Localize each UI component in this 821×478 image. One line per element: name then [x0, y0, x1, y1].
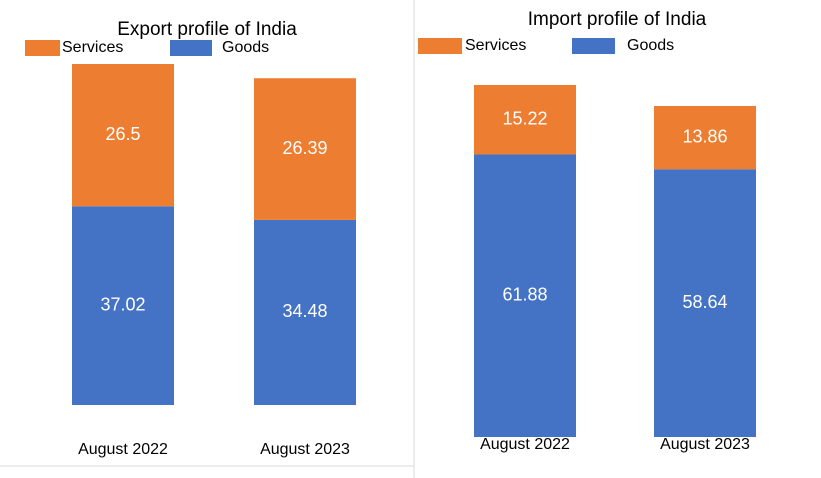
bar-segment — [72, 206, 174, 405]
data-label: 37.02 — [100, 294, 145, 314]
legend-label: Goods — [627, 37, 674, 54]
legend-label: Services — [465, 37, 526, 54]
data-label: 15.22 — [502, 108, 547, 128]
chart-title: Export profile of India — [117, 19, 297, 40]
data-label: 61.88 — [502, 284, 547, 304]
legend-swatch — [170, 40, 212, 56]
bar-segment — [474, 154, 576, 438]
data-label: 13.86 — [682, 126, 727, 146]
bar-segment — [654, 106, 756, 170]
data-label: 26.39 — [282, 138, 327, 158]
bar-segment — [654, 169, 756, 437]
legend-label: Services — [62, 39, 123, 56]
data-label: 58.64 — [682, 292, 727, 312]
legend-label: Goods — [222, 39, 269, 56]
bar-segment — [254, 219, 356, 405]
data-label: 26.5 — [105, 124, 140, 144]
bar-segment — [72, 64, 174, 207]
legend-swatch — [572, 38, 615, 54]
x-tick-label: August 2023 — [260, 441, 350, 458]
bar-segment — [474, 85, 576, 155]
x-tick-label: August 2023 — [660, 436, 750, 453]
x-tick-label: August 2022 — [78, 441, 168, 458]
data-label: 34.48 — [282, 301, 327, 321]
legend-swatch — [25, 40, 60, 56]
chart-title: Import profile of India — [528, 9, 707, 30]
bar-segment — [254, 78, 356, 220]
legend-swatch — [418, 38, 462, 54]
x-tick-label: August 2022 — [480, 436, 570, 453]
